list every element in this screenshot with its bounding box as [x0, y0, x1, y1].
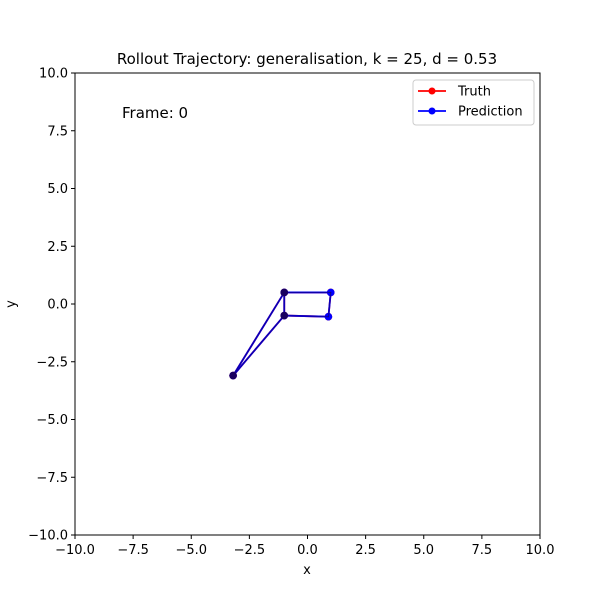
overlap-point — [280, 288, 289, 297]
y-tick-label: −5.0 — [36, 413, 68, 428]
x-tick-label: −5.0 — [175, 543, 207, 558]
y-tick-label: 2.5 — [47, 240, 68, 255]
overlap-segment — [283, 314, 330, 318]
y-tick-label: −10.0 — [28, 529, 68, 544]
plot-marks — [229, 288, 335, 380]
x-tick-label: 7.5 — [472, 543, 493, 558]
y-axis-ticks: −10.0 −7.5 −5.0 −2.5 0.0 2.5 5.0 7.5 10.0 — [28, 67, 75, 544]
overlap-segment — [232, 314, 285, 377]
legend-marker-truth — [428, 87, 436, 95]
y-axis-label: y — [4, 300, 19, 308]
overlap-point — [280, 311, 289, 320]
x-tick-label: −7.5 — [117, 543, 149, 558]
overlap-point — [229, 371, 237, 380]
overlap-segment — [232, 291, 285, 377]
y-tick-label: 7.5 — [47, 124, 68, 139]
legend-marker-prediction — [428, 107, 436, 115]
x-tick-label: −10.0 — [55, 543, 95, 558]
legend-label-prediction: Prediction — [458, 105, 523, 120]
x-axis-ticks: −10.0 −7.5 −5.0 −2.5 0.0 2.5 5.0 7.5 10.0 — [55, 535, 554, 558]
legend-label-truth: Truth — [457, 85, 491, 100]
overlap-segment — [327, 291, 332, 318]
frame-annotation: Frame: 0 — [122, 104, 188, 122]
x-tick-label: 0.0 — [297, 543, 318, 558]
x-tick-label: 10.0 — [526, 543, 555, 558]
y-tick-label: 0.0 — [47, 298, 68, 313]
y-tick-label: 5.0 — [47, 182, 68, 197]
y-tick-label: −2.5 — [36, 355, 68, 370]
x-tick-label: −2.5 — [234, 543, 266, 558]
legend: Truth Prediction — [412, 79, 535, 126]
x-tick-label: 5.0 — [413, 543, 434, 558]
chart-title: Rollout Trajectory: generalisation, k = … — [117, 50, 497, 68]
y-tick-label: 10.0 — [39, 67, 68, 82]
x-axis-label: x — [303, 563, 311, 578]
x-tick-label: 2.5 — [355, 543, 376, 558]
y-tick-label: −7.5 — [36, 471, 68, 486]
